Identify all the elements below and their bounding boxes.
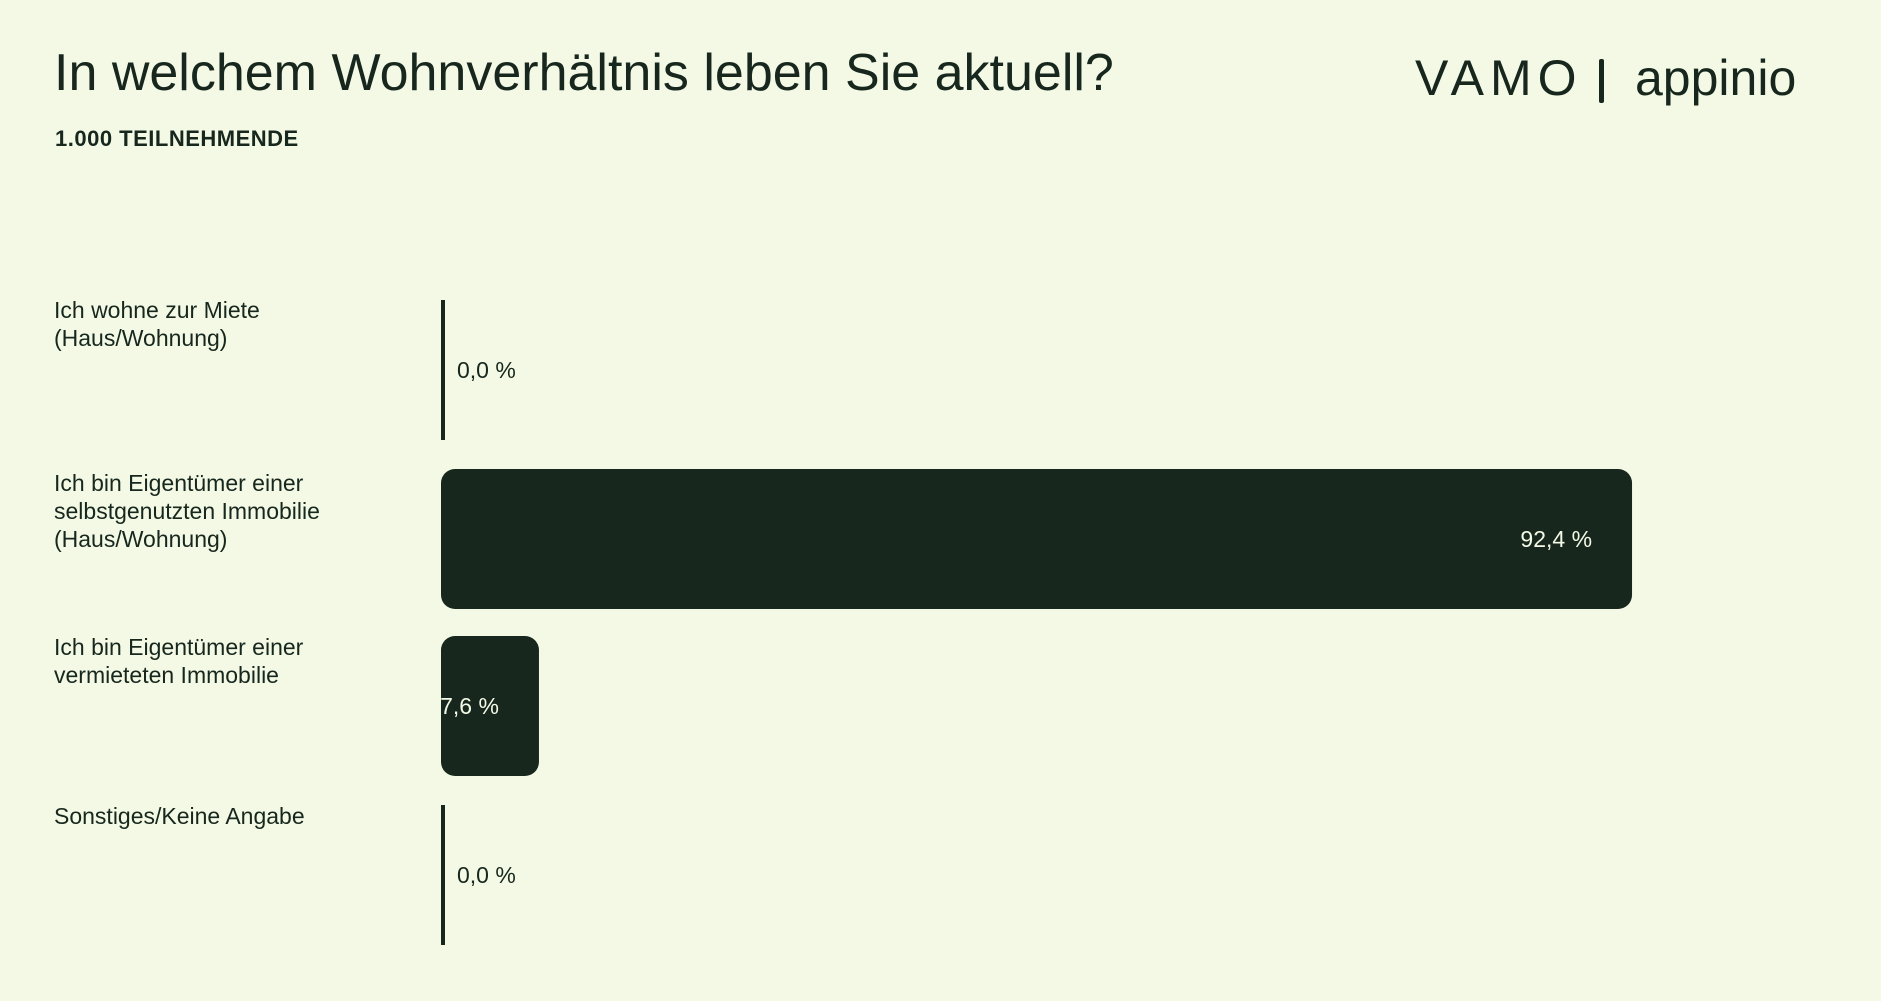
chart-subtitle: 1.000 TEILNEHMENDE xyxy=(55,126,299,151)
category-label-line: (Haus/Wohnung) xyxy=(54,526,228,552)
category-label-line: vermieteten Immobilie xyxy=(54,662,279,688)
category-label-line: selbstgenutzten Immobilie xyxy=(54,498,320,524)
bar-value-label: 0,0 % xyxy=(457,862,516,888)
category-label: Ich bin Eigentümer einer vermieteten Immo… xyxy=(54,633,414,689)
category-label: Ich bin Eigentümer einer selbstgenutzten … xyxy=(54,469,414,553)
category-label-line: Ich bin Eigentümer einer xyxy=(54,634,304,660)
brand-logo: VAMO appinio xyxy=(1415,50,1835,110)
category-label: Sonstiges/Keine Angabe xyxy=(54,802,414,830)
bar xyxy=(441,469,1633,609)
category-label-line: Ich wohne zur Miete xyxy=(54,297,260,323)
category-label-line: Sonstiges/Keine Angabe xyxy=(54,803,305,829)
category-label-line: Ich bin Eigentümer einer xyxy=(54,470,304,496)
category-label: Ich wohne zur Miete (Haus/Wohnung) xyxy=(54,296,414,352)
bar-zero xyxy=(441,805,445,945)
bar-value-label: 0,0 % xyxy=(457,357,516,383)
bar-value-label: 7,6 % xyxy=(440,693,499,719)
category-label-line: (Haus/Wohnung) xyxy=(54,325,228,351)
bar-value-label: 92,4 % xyxy=(1520,526,1592,552)
logo-vamo: VAMO xyxy=(1415,50,1583,106)
chart-title: In welchem Wohnverhältnis leben Sie aktu… xyxy=(54,44,1114,102)
bar xyxy=(441,636,539,776)
logo-appinio: appinio xyxy=(1635,50,1797,106)
logo-separator xyxy=(1599,59,1604,103)
bar-zero xyxy=(441,300,445,440)
